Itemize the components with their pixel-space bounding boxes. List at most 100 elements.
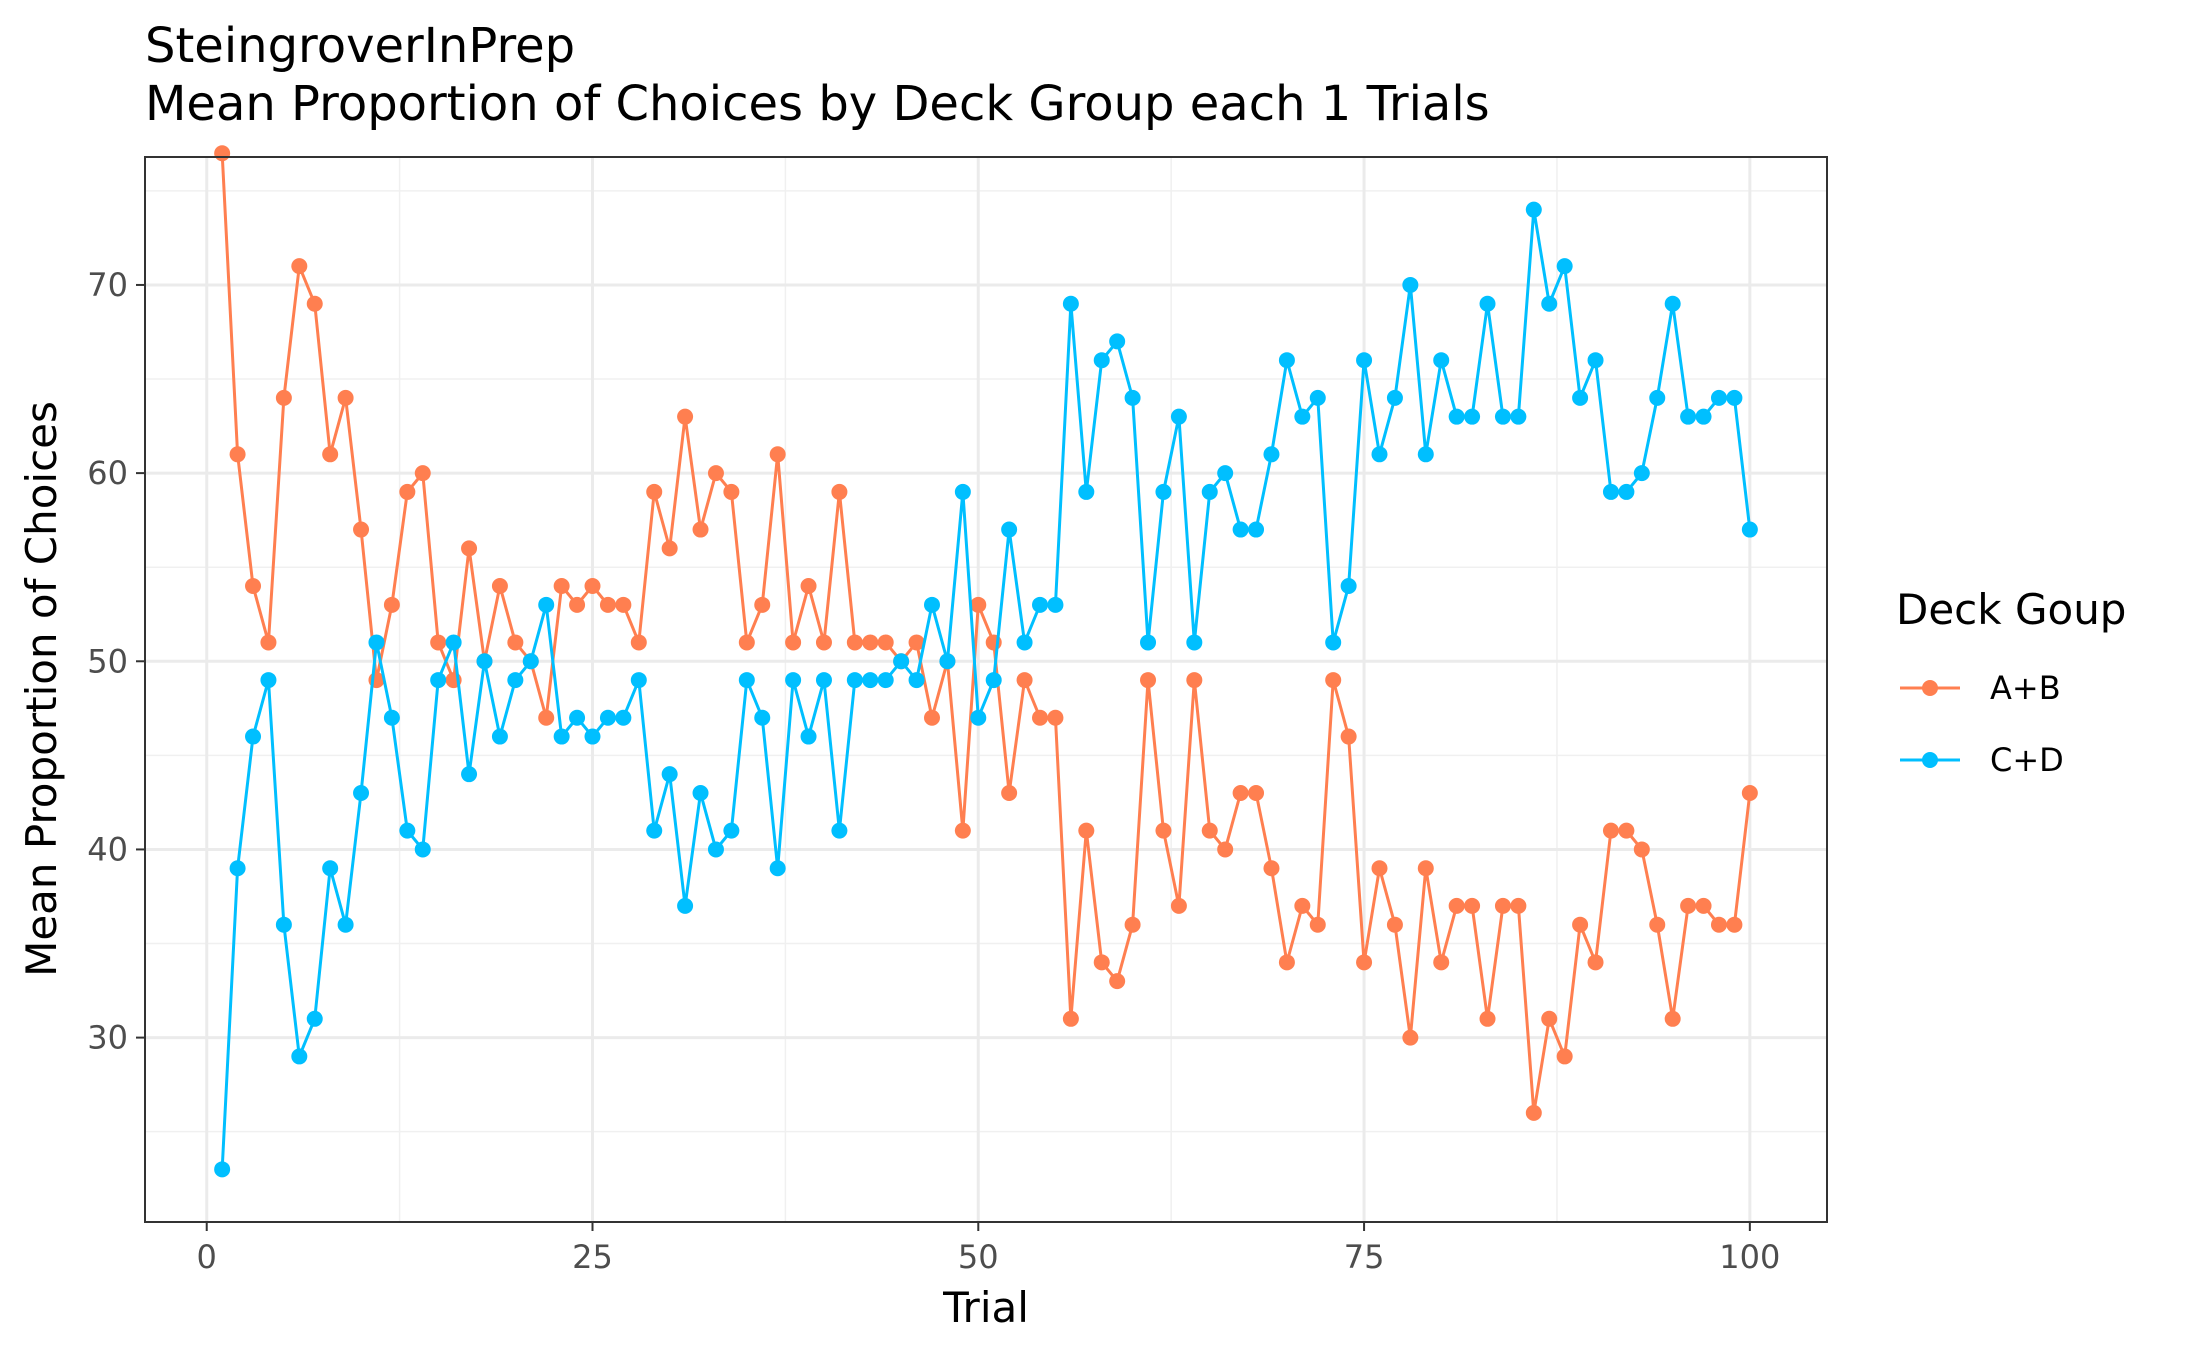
- data-point: [785, 672, 802, 689]
- data-point: [1386, 916, 1403, 933]
- data-point: [1001, 784, 1018, 801]
- data-point: [1556, 1048, 1573, 1065]
- x-tick-label: 100: [1719, 1238, 1780, 1276]
- data-point: [1047, 709, 1064, 726]
- series-C+D: [214, 201, 1758, 1178]
- data-point: [1263, 446, 1280, 463]
- data-point: [1078, 822, 1095, 839]
- data-point: [368, 634, 385, 651]
- data-point: [769, 446, 786, 463]
- y-tick-label: 50: [87, 642, 128, 680]
- x-axis-ticks: 0 25 50 75 100: [197, 1222, 1780, 1276]
- data-point: [1726, 389, 1743, 406]
- data-point: [862, 634, 879, 651]
- data-point: [1572, 389, 1589, 406]
- data-point: [1062, 295, 1079, 312]
- data-point: [707, 465, 724, 482]
- data-point: [1448, 408, 1465, 425]
- data-point: [1695, 408, 1712, 425]
- data-point: [1140, 634, 1157, 651]
- data-point: [1170, 408, 1187, 425]
- data-point: [1309, 389, 1326, 406]
- data-point: [1340, 578, 1357, 595]
- data-point: [877, 634, 894, 651]
- data-point: [522, 653, 539, 670]
- data-point: [1032, 709, 1049, 726]
- data-point: [754, 709, 771, 726]
- data-point: [923, 596, 940, 613]
- data-point: [1124, 916, 1141, 933]
- data-point: [1417, 860, 1434, 877]
- data-point: [661, 766, 678, 783]
- x-tick-label: 50: [958, 1238, 999, 1276]
- data-point: [1371, 860, 1388, 877]
- data-point: [1340, 728, 1357, 745]
- series-layer: [214, 145, 1758, 1178]
- data-point: [584, 578, 601, 595]
- data-point: [507, 634, 524, 651]
- data-point: [553, 578, 570, 595]
- data-point: [1093, 954, 1110, 971]
- data-point: [1417, 446, 1434, 463]
- data-point: [1433, 954, 1450, 971]
- data-point: [1001, 521, 1018, 538]
- data-point: [646, 822, 663, 839]
- data-point: [1093, 352, 1110, 369]
- data-point: [800, 728, 817, 745]
- data-point: [229, 446, 246, 463]
- legend-items: A+B C+D: [1900, 669, 2064, 779]
- data-point: [1633, 465, 1650, 482]
- data-point: [1494, 897, 1511, 914]
- legend-item: A+B: [1900, 669, 2061, 707]
- data-point: [306, 1010, 323, 1027]
- data-point: [1155, 822, 1172, 839]
- data-point: [291, 258, 308, 275]
- data-point: [1602, 822, 1619, 839]
- data-point: [815, 634, 832, 651]
- data-point: [723, 822, 740, 839]
- data-point: [1309, 916, 1326, 933]
- data-point: [1109, 973, 1126, 990]
- data-point: [1664, 295, 1681, 312]
- data-point: [337, 389, 354, 406]
- data-point: [491, 728, 508, 745]
- data-point: [1710, 916, 1727, 933]
- data-point: [1325, 634, 1342, 651]
- series-A+B: [214, 145, 1758, 1121]
- data-point: [414, 465, 431, 482]
- chart-title: SteingroverInPrep: [145, 18, 575, 74]
- data-point: [291, 1048, 308, 1065]
- legend-label: C+D: [1990, 741, 2064, 779]
- data-point: [353, 784, 370, 801]
- data-point: [1587, 954, 1604, 971]
- data-point: [461, 766, 478, 783]
- data-point: [322, 860, 339, 877]
- data-point: [260, 672, 277, 689]
- data-point: [599, 596, 616, 613]
- x-tick-label: 75: [1344, 1238, 1385, 1276]
- data-point: [430, 634, 447, 651]
- data-point: [1572, 916, 1589, 933]
- data-point: [1510, 897, 1527, 914]
- data-point: [214, 1161, 231, 1178]
- data-point: [1263, 860, 1280, 877]
- data-point: [970, 709, 987, 726]
- data-point: [1016, 672, 1033, 689]
- data-point: [754, 596, 771, 613]
- data-point: [630, 634, 647, 651]
- series-line: [220, 208, 1752, 1170]
- data-point: [1047, 596, 1064, 613]
- data-point: [1618, 483, 1635, 500]
- data-point: [1602, 483, 1619, 500]
- data-point: [1278, 352, 1295, 369]
- data-point: [692, 784, 709, 801]
- data-point: [1680, 897, 1697, 914]
- data-point: [1741, 784, 1758, 801]
- data-point: [1726, 916, 1743, 933]
- data-point: [399, 483, 416, 500]
- data-point: [908, 672, 925, 689]
- data-point: [1232, 784, 1249, 801]
- x-axis-title: Trial: [942, 1283, 1029, 1332]
- data-point: [1170, 897, 1187, 914]
